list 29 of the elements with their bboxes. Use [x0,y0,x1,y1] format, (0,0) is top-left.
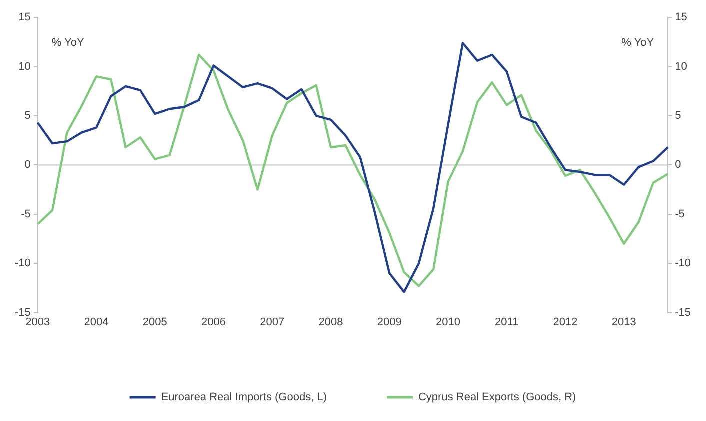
y2-tick-label: 0 [675,159,682,172]
y2-axis-title: % YoY [622,37,655,50]
y2-tick-label: -10 [675,258,692,270]
y-tick-label: -10 [14,258,31,270]
y2-tick-label: 10 [675,60,688,73]
y-tick-label: 10 [18,60,31,73]
y-tick-label: 15 [18,12,31,24]
x-tick-label: 2005 [142,316,168,328]
y-tick-label: 5 [24,110,31,122]
y2-tick-label: -15 [675,306,692,319]
x-tick-label: 2013 [612,316,636,328]
y2-tick-label: 5 [675,110,682,122]
x-tick-label: 2003 [26,316,50,328]
legend-label: Cyprus Real Exports (Goods, R) [418,392,576,404]
x-tick-label: 2012 [553,316,578,328]
x-tick-label: 2007 [260,316,285,328]
x-tick-label: 2006 [202,316,226,328]
y2-tick-label: 15 [675,12,688,24]
x-tick-label: 2011 [495,316,519,328]
x-tick-label: 2004 [84,316,109,328]
y-tick-label: -5 [21,208,31,220]
y-tick-label: -15 [14,306,31,319]
x-tick-label: 2009 [377,316,402,328]
legend-label: Euroarea Real Imports (Goods, L) [161,392,327,404]
x-tick-label: 2010 [436,316,461,328]
x-tick-label: 2008 [318,316,344,328]
y2-tick-label: -5 [675,208,685,220]
y-tick-label: 0 [24,159,31,172]
y-axis-title: % YoY [52,37,85,50]
